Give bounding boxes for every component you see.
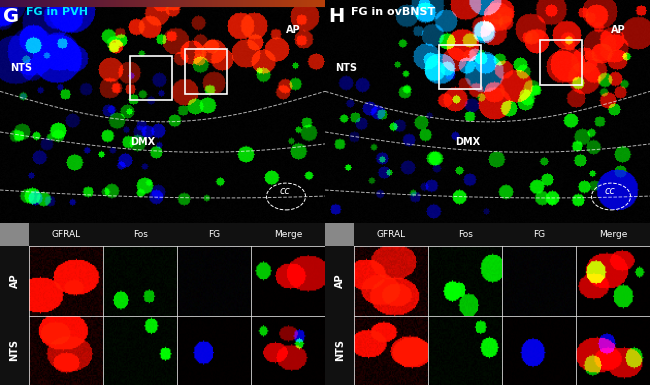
Bar [130, 56, 172, 100]
Text: FG in PVH: FG in PVH [26, 7, 88, 17]
Text: AP: AP [10, 274, 20, 288]
Text: cc: cc [280, 186, 291, 196]
Text: FG in ovBNST: FG in ovBNST [351, 7, 436, 17]
Text: Merge: Merge [599, 230, 627, 239]
Text: NTS: NTS [335, 64, 357, 74]
Text: NTS: NTS [10, 339, 20, 362]
Text: AP: AP [335, 274, 344, 288]
Text: GFRAL: GFRAL [376, 230, 406, 239]
Text: Fos: Fos [458, 230, 473, 239]
Text: cc: cc [604, 186, 616, 196]
Text: DMX: DMX [130, 137, 155, 147]
Text: DMX: DMX [455, 137, 480, 147]
Text: H: H [328, 7, 344, 26]
Bar [185, 49, 227, 94]
Text: Fos: Fos [133, 230, 148, 239]
Bar [439, 45, 481, 89]
Text: NTS: NTS [10, 64, 32, 74]
Text: AP: AP [286, 25, 300, 35]
Text: GFRAL: GFRAL [51, 230, 81, 239]
Text: FG: FG [208, 230, 220, 239]
Bar [540, 40, 582, 85]
Text: G: G [3, 7, 20, 26]
Text: FG: FG [533, 230, 545, 239]
Text: Merge: Merge [274, 230, 302, 239]
Text: AP: AP [611, 25, 625, 35]
Text: NTS: NTS [335, 339, 344, 362]
